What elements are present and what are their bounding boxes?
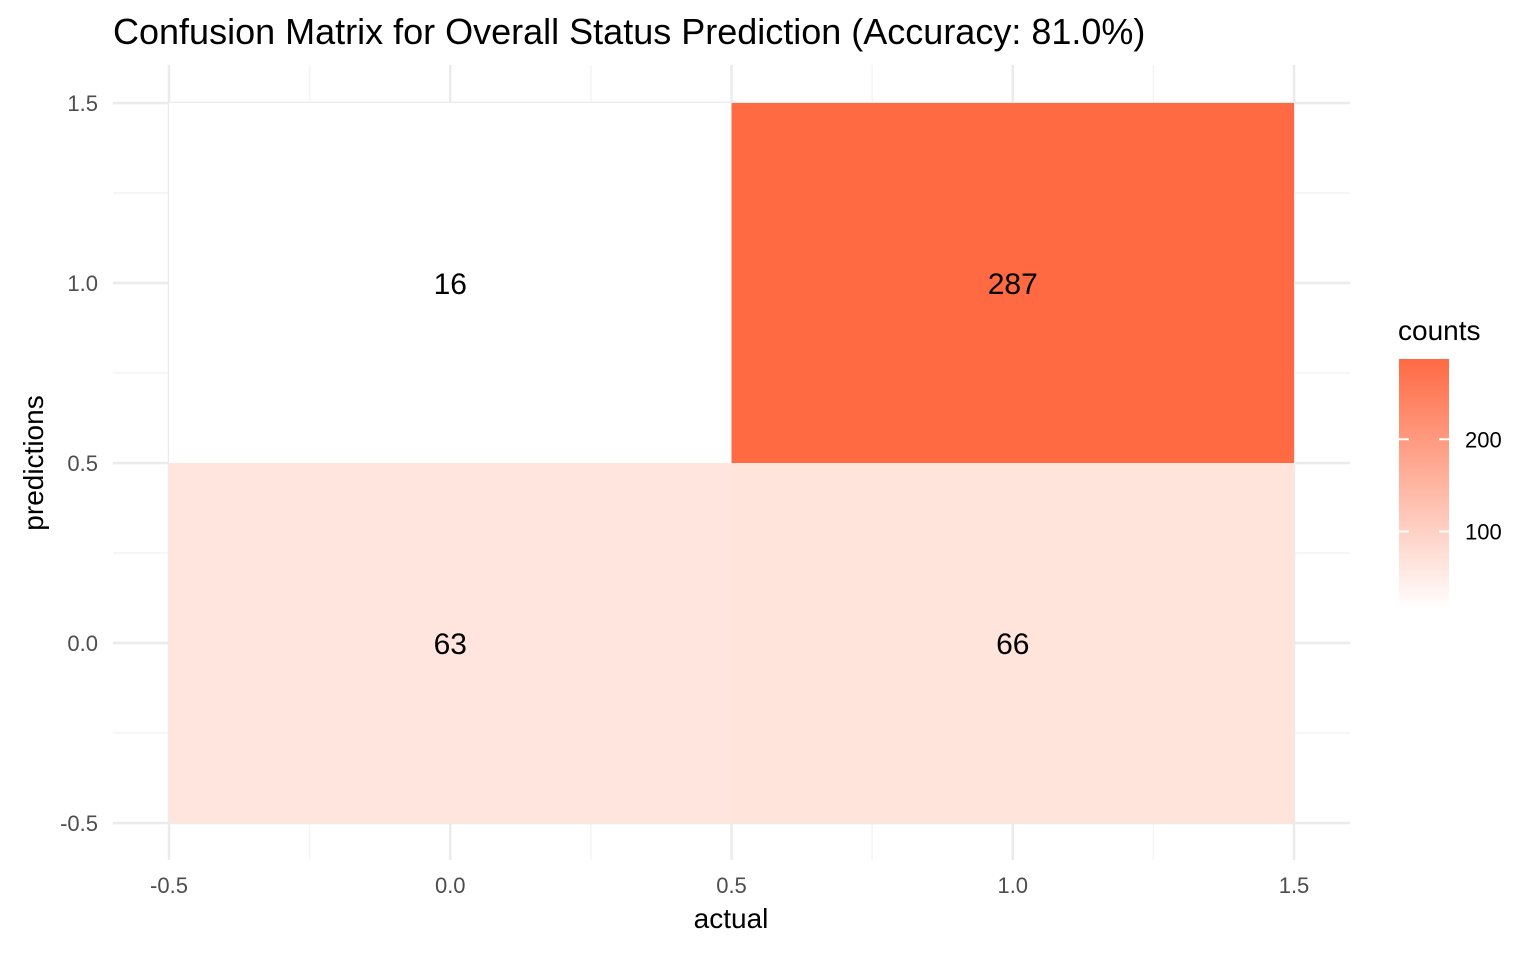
- heatmap-cell: [169, 103, 732, 463]
- legend-title: counts: [1398, 315, 1481, 346]
- x-axis-label: actual: [694, 903, 769, 934]
- legend-colorbar: [1399, 359, 1449, 609]
- cell-labels-layer: 16 287 63 66: [434, 268, 1038, 661]
- y-tick-label: -0.5: [60, 811, 98, 836]
- legend-tick-label: 200: [1465, 427, 1502, 452]
- heatmap-cell: [169, 463, 732, 823]
- cell-count-label: 16: [434, 268, 467, 301]
- x-tick-label: 1.5: [1279, 873, 1310, 898]
- cell-count-label: 287: [988, 268, 1038, 301]
- legend: counts 100 200: [1398, 315, 1502, 609]
- x-tick-label: 0.5: [716, 873, 747, 898]
- y-tick-label: 1.5: [67, 91, 98, 116]
- legend-tick-label: 100: [1465, 520, 1502, 545]
- x-tick-label: 0.0: [435, 873, 466, 898]
- axes-layer: -0.5 0.0 0.5 1.0 1.5 -0.5 0.0 0.5 1.0 1.5: [60, 91, 1309, 898]
- y-tick-label: 0.0: [67, 631, 98, 656]
- cells-layer: [169, 103, 1294, 823]
- x-tick-label: 1.0: [997, 873, 1028, 898]
- x-tick-label: -0.5: [150, 873, 188, 898]
- y-tick-label: 0.5: [67, 451, 98, 476]
- heatmap-cell: [731, 463, 1294, 823]
- cell-count-label: 63: [434, 628, 467, 661]
- y-tick-label: 1.0: [67, 271, 98, 296]
- chart-title: Confusion Matrix for Overall Status Pred…: [113, 11, 1145, 52]
- legend-ticks: 100 200: [1399, 427, 1502, 545]
- heatmap-cell: [731, 103, 1294, 463]
- cell-count-label: 66: [996, 628, 1029, 661]
- y-axis-label: predictions: [18, 395, 49, 530]
